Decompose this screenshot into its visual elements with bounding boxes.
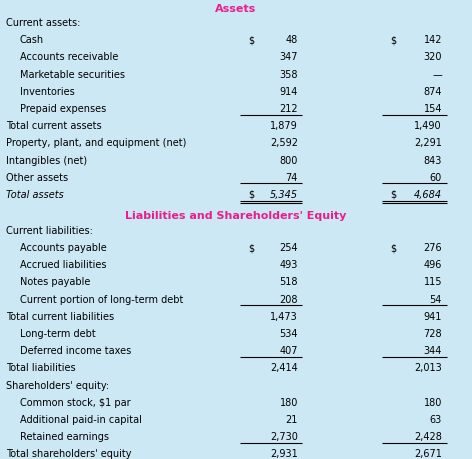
Text: 212: 212	[279, 104, 298, 114]
Text: Additional paid-in capital: Additional paid-in capital	[20, 414, 142, 424]
Text: 208: 208	[279, 294, 298, 304]
Text: Other assets: Other assets	[6, 173, 68, 182]
Text: 344: 344	[424, 346, 442, 355]
Text: 180: 180	[424, 397, 442, 407]
Text: Total shareholders' equity: Total shareholders' equity	[6, 448, 132, 459]
Text: Prepaid expenses: Prepaid expenses	[20, 104, 106, 114]
Text: Long-term debt: Long-term debt	[20, 328, 96, 338]
Text: Total current liabilities: Total current liabilities	[6, 311, 114, 321]
Text: 48: 48	[286, 35, 298, 45]
Text: 843: 843	[424, 155, 442, 165]
Text: 728: 728	[423, 328, 442, 338]
Text: $: $	[390, 190, 396, 200]
Text: 914: 914	[279, 87, 298, 96]
Text: Accrued liabilities: Accrued liabilities	[20, 260, 107, 269]
Text: 2,671: 2,671	[414, 448, 442, 459]
Text: Cash: Cash	[20, 35, 44, 45]
Text: Current assets:: Current assets:	[6, 18, 80, 28]
Text: 63: 63	[430, 414, 442, 424]
Text: 320: 320	[423, 52, 442, 62]
Text: 2,730: 2,730	[270, 431, 298, 441]
Text: Liabilities and Shareholders' Equity: Liabilities and Shareholders' Equity	[125, 211, 347, 221]
Text: 142: 142	[423, 35, 442, 45]
Text: Assets: Assets	[215, 4, 257, 14]
Text: 2,592: 2,592	[270, 138, 298, 148]
Text: $: $	[390, 242, 396, 252]
Text: Accounts receivable: Accounts receivable	[20, 52, 118, 62]
Text: 21: 21	[286, 414, 298, 424]
Text: Common stock, $1 par: Common stock, $1 par	[20, 397, 131, 407]
Text: Intangibles (net): Intangibles (net)	[6, 155, 87, 165]
Text: Current portion of long-term debt: Current portion of long-term debt	[20, 294, 184, 304]
Text: 74: 74	[286, 173, 298, 182]
Text: $: $	[390, 35, 396, 45]
Text: $: $	[248, 35, 254, 45]
Text: —: —	[432, 69, 442, 79]
Text: $: $	[248, 190, 254, 200]
Text: Current liabilities:: Current liabilities:	[6, 225, 93, 235]
Text: Marketable securities: Marketable securities	[20, 69, 125, 79]
Text: 2,428: 2,428	[414, 431, 442, 441]
Text: 347: 347	[279, 52, 298, 62]
Text: Total liabilities: Total liabilities	[6, 363, 76, 373]
Text: Shareholders' equity:: Shareholders' equity:	[6, 380, 109, 390]
Text: 800: 800	[279, 155, 298, 165]
Text: 1,490: 1,490	[414, 121, 442, 131]
Text: 407: 407	[279, 346, 298, 355]
Text: 115: 115	[423, 277, 442, 287]
Text: 493: 493	[279, 260, 298, 269]
Text: Property, plant, and equipment (net): Property, plant, and equipment (net)	[6, 138, 186, 148]
Text: 254: 254	[279, 242, 298, 252]
Text: 4,684: 4,684	[414, 190, 442, 200]
Text: Accounts payable: Accounts payable	[20, 242, 107, 252]
Text: 5,345: 5,345	[270, 190, 298, 200]
Text: 941: 941	[424, 311, 442, 321]
Text: 874: 874	[423, 87, 442, 96]
Text: 276: 276	[423, 242, 442, 252]
Text: Total assets: Total assets	[6, 190, 64, 200]
Text: 1,473: 1,473	[270, 311, 298, 321]
Text: 518: 518	[279, 277, 298, 287]
Text: 358: 358	[279, 69, 298, 79]
Text: 2,013: 2,013	[414, 363, 442, 373]
Text: 154: 154	[423, 104, 442, 114]
Text: Deferred income taxes: Deferred income taxes	[20, 346, 131, 355]
Text: 60: 60	[430, 173, 442, 182]
Text: 2,291: 2,291	[414, 138, 442, 148]
Text: 2,931: 2,931	[270, 448, 298, 459]
Text: Inventories: Inventories	[20, 87, 75, 96]
Text: 534: 534	[279, 328, 298, 338]
Text: 1,879: 1,879	[270, 121, 298, 131]
Text: 180: 180	[279, 397, 298, 407]
Text: Notes payable: Notes payable	[20, 277, 90, 287]
Text: Total current assets: Total current assets	[6, 121, 101, 131]
Text: 496: 496	[424, 260, 442, 269]
Text: $: $	[248, 242, 254, 252]
Text: 54: 54	[430, 294, 442, 304]
Text: 2,414: 2,414	[270, 363, 298, 373]
Text: Retained earnings: Retained earnings	[20, 431, 109, 441]
